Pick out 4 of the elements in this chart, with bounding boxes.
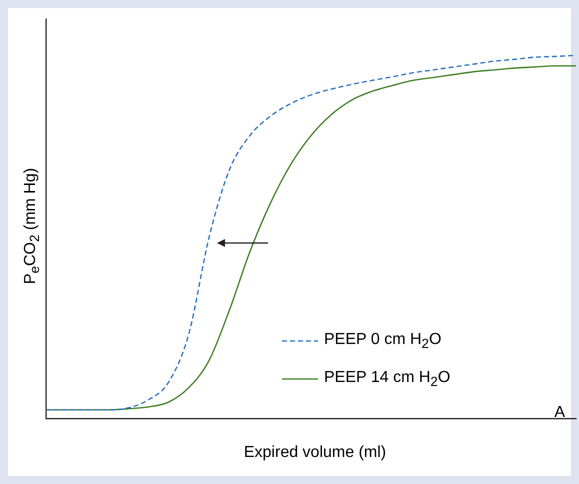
legend-label: PEEP 0 cm H$_{2}$O	[324, 330, 442, 352]
legend-label: PEEP 14 cm H$_{2}$O	[324, 368, 450, 390]
annotation: A	[554, 404, 565, 422]
x-axis-title: Expired volume (ml)	[242, 444, 388, 462]
